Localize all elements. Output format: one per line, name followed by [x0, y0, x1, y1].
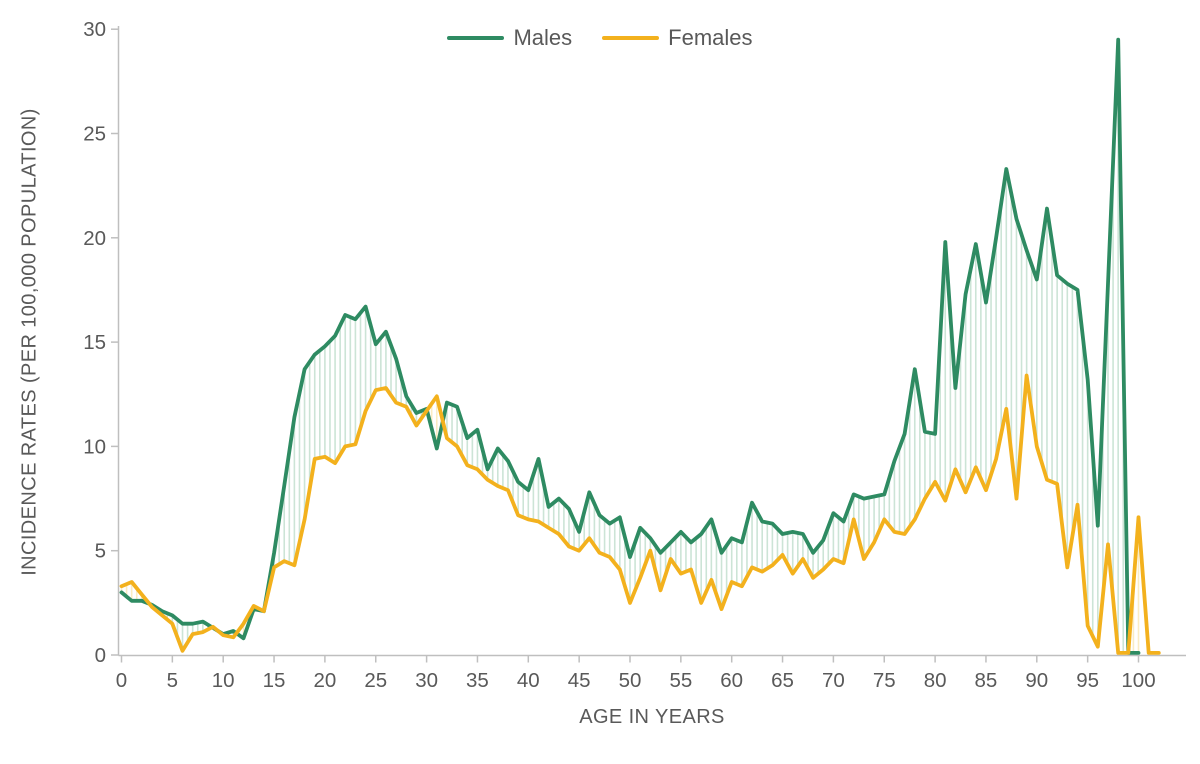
- x-tick-label: 30: [415, 669, 438, 692]
- x-tick-label: 10: [212, 669, 235, 692]
- x-tick-label: 5: [167, 669, 178, 692]
- legend-item-males: Males: [447, 25, 572, 51]
- females-line: [119, 373, 1161, 655]
- x-tick-label: 80: [924, 669, 947, 692]
- x-tick-label: 100: [1121, 669, 1155, 692]
- between-curves-hatch: [120, 39, 1140, 653]
- males-line: [119, 37, 1141, 655]
- y-tick-label: 20: [83, 227, 106, 250]
- x-tick-label: 60: [720, 669, 743, 692]
- axes: [111, 26, 1186, 663]
- y-tick-label: 10: [83, 435, 106, 458]
- x-tick-label: 90: [1025, 669, 1048, 692]
- y-axis-title: INCIDENCE RATES (PER 100,000 POPULATION): [18, 108, 41, 576]
- legend: Males Females: [0, 24, 1200, 52]
- legend-item-females: Females: [602, 25, 753, 51]
- females-legend-label: Females: [668, 25, 753, 50]
- x-tick-label: 40: [517, 669, 540, 692]
- x-tick-label: 70: [822, 669, 845, 692]
- x-tick-label: 45: [568, 669, 591, 692]
- x-tick-label: 0: [116, 669, 127, 692]
- y-tick-label: 30: [83, 18, 106, 41]
- males-legend-label: Males: [513, 25, 573, 50]
- x-tick-label: 20: [313, 669, 336, 692]
- x-tick-label: 50: [619, 669, 642, 692]
- x-tick-label: 95: [1076, 669, 1099, 692]
- x-tick-label: 55: [669, 669, 692, 692]
- y-tick-label: 0: [95, 644, 106, 667]
- males-legend-swatch: [447, 35, 505, 41]
- y-tick-label: 15: [83, 331, 106, 354]
- females-legend-swatch: [602, 35, 660, 41]
- tick-labels: 0 5 10 15 20 25 30 0 5 10 15 20 25 30 35 40 45 50 55 60 65 70…: [83, 18, 1155, 692]
- x-tick-label: 65: [771, 669, 794, 692]
- x-tick-label: 25: [364, 669, 387, 692]
- x-axis-title: AGE IN YEARS: [579, 706, 725, 728]
- x-tick-label: 15: [263, 669, 286, 692]
- x-tick-label: 85: [975, 669, 998, 692]
- y-tick-label: 25: [83, 123, 106, 146]
- y-tick-label: 5: [95, 540, 106, 563]
- x-tick-label: 35: [466, 669, 489, 692]
- x-tick-label: 75: [873, 669, 896, 692]
